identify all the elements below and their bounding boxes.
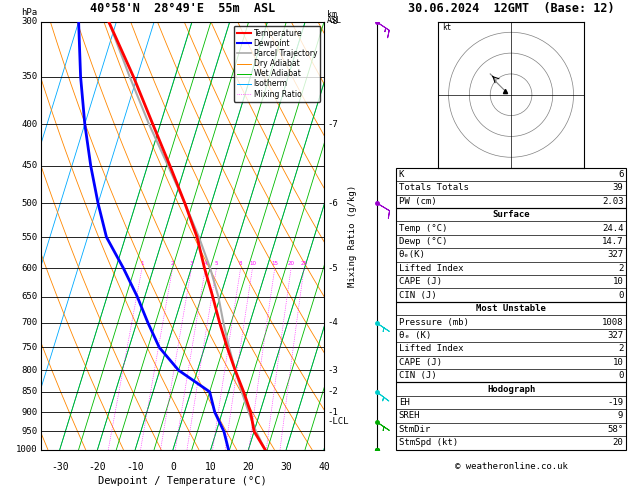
- Text: -7: -7: [327, 120, 338, 129]
- Text: 350: 350: [21, 72, 38, 81]
- Text: 1: 1: [140, 261, 144, 266]
- Text: km: km: [327, 10, 337, 19]
- Text: 2: 2: [618, 345, 623, 353]
- Text: 3: 3: [190, 261, 193, 266]
- Text: 1000: 1000: [16, 445, 38, 454]
- Text: Dewpoint / Temperature (°C): Dewpoint / Temperature (°C): [98, 476, 267, 486]
- Text: 25: 25: [301, 261, 308, 266]
- Text: 650: 650: [21, 292, 38, 301]
- Text: 400: 400: [21, 120, 38, 129]
- Text: EH: EH: [399, 398, 409, 407]
- Text: StmDir: StmDir: [399, 425, 431, 434]
- Text: 20: 20: [613, 438, 623, 447]
- Text: -LCL: -LCL: [327, 417, 348, 426]
- Text: Totals Totals: Totals Totals: [399, 183, 469, 192]
- Text: 40: 40: [318, 462, 330, 472]
- Text: CAPE (J): CAPE (J): [399, 278, 442, 286]
- Text: 0: 0: [618, 371, 623, 380]
- Text: Mixing Ratio (g/kg): Mixing Ratio (g/kg): [348, 185, 357, 287]
- Text: θₑ (K): θₑ (K): [399, 331, 431, 340]
- Text: 450: 450: [21, 161, 38, 171]
- Text: 4: 4: [204, 261, 207, 266]
- Text: 9: 9: [618, 412, 623, 420]
- Text: CAPE (J): CAPE (J): [399, 358, 442, 367]
- Text: 700: 700: [21, 318, 38, 328]
- Text: -1: -1: [327, 408, 338, 417]
- Text: hPa: hPa: [21, 8, 38, 17]
- Text: Most Unstable: Most Unstable: [476, 304, 546, 313]
- Text: 750: 750: [21, 343, 38, 352]
- Text: 327: 327: [607, 331, 623, 340]
- Text: 6: 6: [618, 170, 623, 179]
- Text: 900: 900: [21, 408, 38, 417]
- Text: 8: 8: [239, 261, 242, 266]
- Text: 950: 950: [21, 427, 38, 436]
- Text: 2.03: 2.03: [602, 197, 623, 206]
- Text: 10: 10: [205, 462, 216, 472]
- Text: ASL: ASL: [327, 16, 342, 25]
- Text: CIN (J): CIN (J): [399, 291, 437, 300]
- Text: 15: 15: [271, 261, 278, 266]
- Text: 30.06.2024  12GMT  (Base: 12): 30.06.2024 12GMT (Base: 12): [408, 1, 615, 15]
- Text: Dewp (°C): Dewp (°C): [399, 237, 447, 246]
- Text: 1008: 1008: [602, 317, 623, 327]
- Text: 14.7: 14.7: [602, 237, 623, 246]
- Text: 10: 10: [249, 261, 256, 266]
- Text: -3: -3: [327, 366, 338, 375]
- Text: -30: -30: [51, 462, 69, 472]
- Text: 600: 600: [21, 263, 38, 273]
- Text: 10: 10: [613, 278, 623, 286]
- Text: -6: -6: [327, 199, 338, 208]
- Text: StmSpd (kt): StmSpd (kt): [399, 438, 458, 447]
- Text: 58°: 58°: [607, 425, 623, 434]
- Text: -4: -4: [327, 318, 338, 328]
- Text: 850: 850: [21, 387, 38, 396]
- Text: 40°58'N  28°49'E  55m  ASL: 40°58'N 28°49'E 55m ASL: [90, 1, 275, 15]
- Text: 20: 20: [287, 261, 294, 266]
- Text: K: K: [399, 170, 404, 179]
- Text: 5: 5: [214, 261, 218, 266]
- Text: 24.4: 24.4: [602, 224, 623, 233]
- Text: -10: -10: [126, 462, 144, 472]
- Text: CIN (J): CIN (J): [399, 371, 437, 380]
- Text: 0: 0: [170, 462, 176, 472]
- Text: θₑ(K): θₑ(K): [399, 250, 426, 260]
- Text: -19: -19: [607, 398, 623, 407]
- Text: Lifted Index: Lifted Index: [399, 264, 464, 273]
- Text: 550: 550: [21, 233, 38, 242]
- Text: Pressure (mb): Pressure (mb): [399, 317, 469, 327]
- Text: 300: 300: [21, 17, 38, 26]
- Text: -2: -2: [327, 387, 338, 396]
- Text: 30: 30: [281, 462, 292, 472]
- Text: -8: -8: [327, 17, 338, 26]
- Text: 500: 500: [21, 199, 38, 208]
- Legend: Temperature, Dewpoint, Parcel Trajectory, Dry Adiabat, Wet Adiabat, Isotherm, Mi: Temperature, Dewpoint, Parcel Trajectory…: [234, 26, 320, 102]
- Text: Temp (°C): Temp (°C): [399, 224, 447, 233]
- Text: 39: 39: [613, 183, 623, 192]
- Text: 0: 0: [618, 291, 623, 300]
- Text: -20: -20: [89, 462, 106, 472]
- Text: 327: 327: [607, 250, 623, 260]
- Text: 10: 10: [613, 358, 623, 367]
- Text: © weatheronline.co.uk: © weatheronline.co.uk: [455, 462, 567, 471]
- Text: Hodograph: Hodograph: [487, 384, 535, 394]
- Text: 20: 20: [243, 462, 254, 472]
- Text: 2: 2: [171, 261, 174, 266]
- Text: -5: -5: [327, 263, 338, 273]
- Text: kt: kt: [442, 23, 452, 32]
- Text: Surface: Surface: [493, 210, 530, 219]
- Text: Lifted Index: Lifted Index: [399, 345, 464, 353]
- Text: SREH: SREH: [399, 412, 420, 420]
- Text: 2: 2: [618, 264, 623, 273]
- Text: 800: 800: [21, 366, 38, 375]
- Text: PW (cm): PW (cm): [399, 197, 437, 206]
